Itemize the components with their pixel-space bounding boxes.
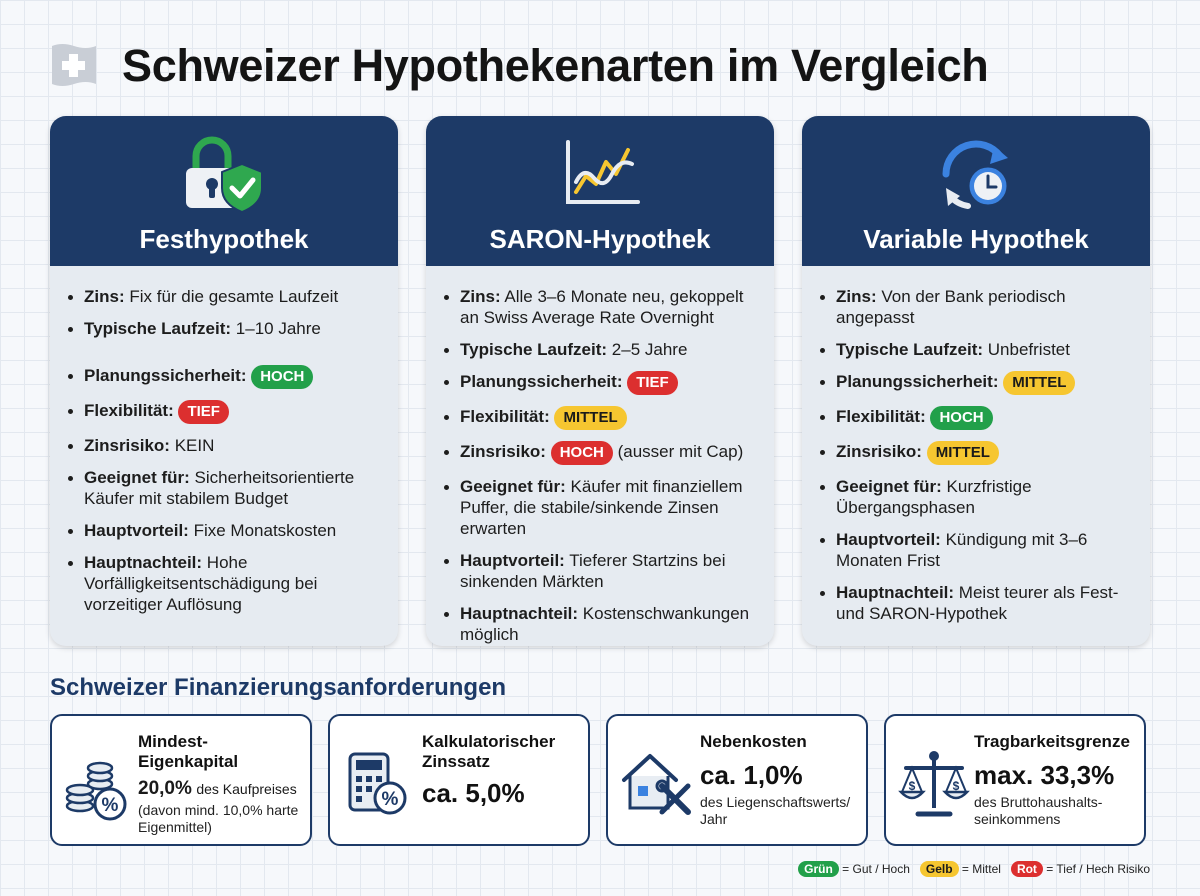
zins-item: Zins: Von der Bank periodisch angepasst: [820, 286, 1132, 328]
flex-item: Flexibilität: HOCH: [820, 406, 1132, 430]
vorteil-item: Hauptvorteil: Fixe Monatskosten: [68, 520, 380, 541]
nachteil-item: Hauptnachteil: Hohe Vorfälligkeitsentsch…: [68, 552, 380, 615]
req-title: Mindest-Eigenkapital: [138, 732, 239, 771]
legend-green-text: = Gut / Hoch: [842, 862, 910, 876]
line-chart-icon: [566, 140, 640, 204]
geeignet-item: Geeignet für: Kurzfristige Übergangsphas…: [820, 476, 1132, 518]
card-festhypothek: Festhypothek Zins: Fix für die gesamte L…: [50, 116, 398, 646]
flex-item: Flexibilität: MITTEL: [444, 406, 756, 430]
nachteil-item: Hauptnachteil: Kostenschwankungen möglic…: [444, 603, 756, 645]
req-value-line: 20,0% des Kaufpreises: [138, 778, 297, 800]
svg-text:%: %: [382, 789, 399, 810]
swiss-flag-icon: [52, 44, 96, 86]
card-header: Festhypothek: [50, 116, 398, 266]
req-note: des Liegenschaftswerts/ Jahr: [700, 794, 851, 827]
geeignet-item: Geeignet für: Sicherheitsorientierte Käu…: [68, 467, 380, 509]
svg-text:$: $: [909, 779, 916, 793]
house-tools-icon: [622, 754, 691, 815]
req-value: ca. 5,0%: [422, 778, 525, 808]
card-variable-hypothek: Variable Hypothek Zins: Von der Bank per…: [802, 116, 1150, 646]
req-title: Tragbarkeitsgrenze: [974, 732, 1130, 751]
laufzeit-item: Typische Laufzeit: Unbefristet: [820, 339, 1132, 360]
status-badge: HOCH: [930, 406, 993, 430]
planung-item: Planungssicherheit: TIEF: [444, 371, 756, 395]
svg-text:%: %: [102, 795, 119, 816]
lock-shield-icon: [186, 136, 263, 214]
legend-yellow-text: = Mittel: [961, 862, 1001, 876]
req-value: ca. 1,0%: [700, 760, 803, 790]
page-title: Schweizer Hypothekenarten im Vergleich: [122, 40, 989, 91]
req-mindest-eigenkapital: % Mindest-Eigenkapital 20,0% des Kaufpre…: [50, 714, 312, 846]
req-value-suffix: des Kaufpreises: [196, 781, 297, 797]
card-saron-hypothek: SARON-Hypothek Zins: Alle 3–6 Monate neu…: [426, 116, 774, 646]
risiko-item: Zinsrisiko: KEIN: [68, 435, 380, 456]
req-kalkulatorischer-zinssatz: % Kalkulatorischer Zinssatz ca. 5,0%: [328, 714, 590, 846]
card-title: Variable Hypothek: [863, 224, 1089, 254]
card-title: Festhypothek: [139, 224, 309, 254]
card-title: SARON-Hypothek: [489, 224, 711, 254]
risiko-item: Zinsrisiko: MITTEL: [820, 441, 1132, 465]
clock-refresh-icon: [942, 140, 1010, 209]
risiko-item: Zinsrisiko: HOCH (ausser mit Cap): [444, 441, 756, 465]
card-header: Variable Hypothek: [802, 116, 1150, 266]
req-note: (davon mind. 10,0% harte Eigenmittel): [138, 802, 299, 835]
req-note: des Bruttohaushalts- seinkommens: [974, 794, 1103, 827]
status-badge: MITTEL: [554, 406, 627, 430]
legend-green-badge: Grün: [798, 861, 839, 877]
status-badge: TIEF: [627, 371, 678, 395]
calculator-percent-icon: %: [348, 752, 407, 815]
req-value: 20,0%: [138, 778, 192, 799]
section-title: Schweizer Finanzierungsanforderungen: [50, 674, 507, 701]
legend-yellow-badge: Gelb: [919, 861, 959, 877]
req-value: max. 33,3%: [974, 760, 1115, 790]
card-header: SARON-Hypothek: [426, 116, 774, 266]
zins-item: Zins: Alle 3–6 Monate neu, gekoppelt an …: [444, 286, 756, 328]
status-badge: TIEF: [178, 400, 229, 424]
vorteil-item: Hauptvorteil: Tieferer Startzins bei sin…: [444, 550, 756, 592]
vorteil-item: Hauptvorteil: Kündigung mit 3–6 Monaten …: [820, 529, 1132, 571]
req-title: Kalkulatorischer Zinssatz: [422, 732, 556, 771]
legend-red-text: = Tief / Hech Risiko: [1046, 862, 1150, 876]
balance-scale-icon: $ $: [898, 751, 970, 817]
planung-item: Planungssicherheit: MITTEL: [820, 371, 1132, 395]
nachteil-item: Hauptnachteil: Meist teurer als Fest- un…: [820, 582, 1132, 624]
status-badge: HOCH: [550, 441, 613, 465]
req-nebenkosten: Nebenkosten ca. 1,0% des Liegenschaftswe…: [606, 714, 868, 846]
zins-item: Zins: Fix für die gesamte Laufzeit: [68, 286, 380, 307]
planung-item: Planungssicherheit: HOCH: [68, 365, 380, 389]
status-badge: MITTEL: [1003, 371, 1076, 395]
req-tragbarkeitsgrenze: $ $ Tragbarkeitsgrenze max. 33,3% des Br…: [884, 714, 1146, 846]
req-title: Nebenkosten: [700, 732, 807, 751]
status-badge: HOCH: [251, 365, 314, 389]
laufzeit-item: Typische Laufzeit: 2–5 Jahre: [444, 339, 756, 360]
flex-item: Flexibilität: TIEF: [68, 400, 380, 424]
legend: Grün = Gut / Hoch Gelb = Mittel Rot = Ti…: [798, 861, 1150, 877]
laufzeit-item: Typische Laufzeit: 1–10 Jahre: [68, 318, 380, 339]
coins-percent-icon: %: [65, 761, 127, 821]
legend-red-badge: Rot: [1010, 861, 1043, 877]
status-badge: MITTEL: [926, 441, 999, 465]
svg-text:$: $: [953, 779, 960, 793]
geeignet-item: Geeignet für: Käufer mit finanziellem Pu…: [444, 476, 756, 539]
